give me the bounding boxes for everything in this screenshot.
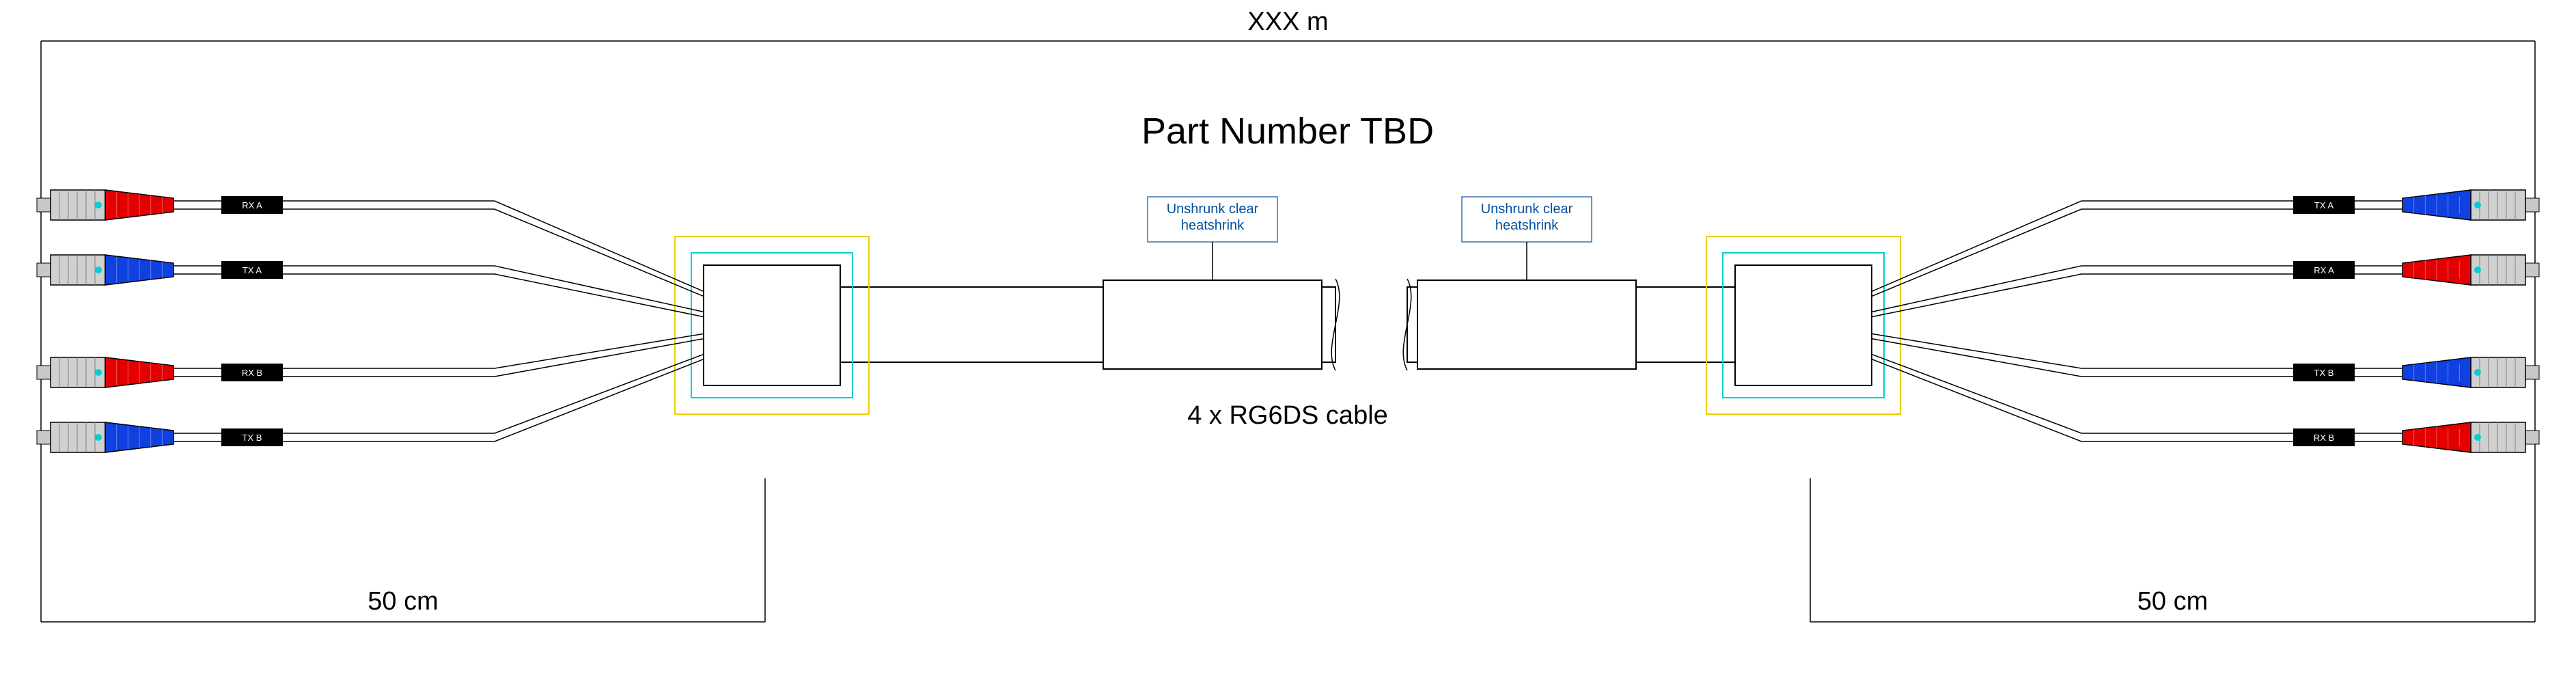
bnc-connector: [2402, 255, 2539, 285]
bnc-connector: [37, 190, 174, 220]
bnc-connector: [37, 357, 174, 387]
svg-text:heatshrink: heatshrink: [1495, 218, 1559, 233]
svg-text:TX B: TX B: [2314, 368, 2334, 378]
svg-text:RX A: RX A: [2314, 265, 2334, 275]
svg-text:XXX m: XXX m: [1247, 8, 1328, 36]
svg-text:TX B: TX B: [243, 433, 262, 443]
svg-text:TX A: TX A: [2314, 200, 2334, 210]
svg-text:4 x RG6DS cable: 4 x RG6DS cable: [1187, 401, 1388, 430]
svg-text:heatshrink: heatshrink: [1181, 218, 1245, 233]
svg-text:Part Number TBD: Part Number TBD: [1141, 111, 1434, 152]
svg-text:RX A: RX A: [242, 200, 262, 210]
bnc-connector: [37, 422, 174, 452]
svg-text:Unshrunk clear: Unshrunk clear: [1167, 202, 1259, 217]
svg-text:50 cm: 50 cm: [368, 587, 438, 616]
bnc-connector: [37, 255, 174, 285]
svg-text:RX B: RX B: [2314, 433, 2334, 443]
cable-assembly-diagram: XXX mPart Number TBDUnshrunk clearheatsh…: [0, 0, 2576, 695]
svg-text:Unshrunk clear: Unshrunk clear: [1481, 202, 1573, 217]
svg-text:50 cm: 50 cm: [2137, 587, 2208, 616]
bnc-connector: [2402, 190, 2539, 220]
svg-text:RX B: RX B: [242, 368, 262, 378]
svg-text:TX A: TX A: [243, 265, 262, 275]
bnc-connector: [2402, 357, 2539, 387]
bnc-connector: [2402, 422, 2539, 452]
